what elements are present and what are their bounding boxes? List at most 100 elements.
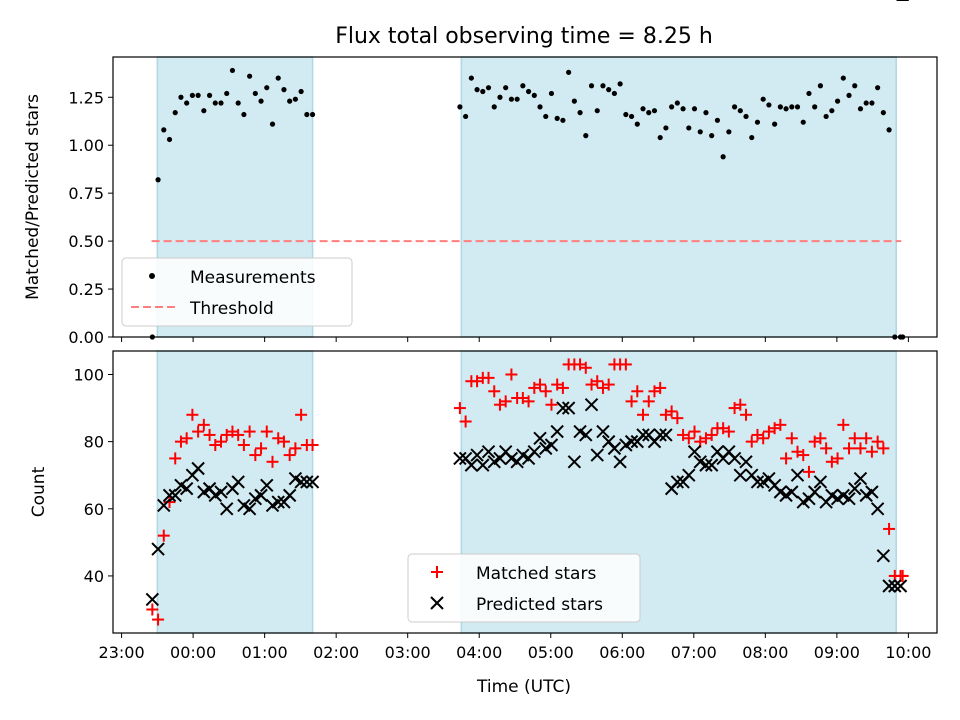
- measurement-point: [760, 96, 766, 102]
- measurement-point: [840, 75, 846, 81]
- matched-star-point: [860, 432, 873, 445]
- measurement-point: [789, 104, 795, 110]
- measurement-point: [497, 94, 503, 100]
- x-tick-label: 07:00: [671, 643, 717, 662]
- top-y-tick-label: 1.25: [68, 88, 104, 107]
- predicted-star-point: [214, 485, 228, 499]
- predicted-star-point: [848, 481, 862, 496]
- predicted-star-point: [882, 579, 896, 593]
- measurement-point: [206, 92, 213, 98]
- measurement-point: [594, 108, 600, 114]
- predicted-star-point: [613, 455, 627, 469]
- matched-star-point: [780, 452, 793, 465]
- predicted-star-point: [567, 455, 582, 469]
- matched-star-point: [642, 395, 655, 408]
- measurement-point: [304, 111, 310, 118]
- measurement-point: [829, 108, 835, 114]
- x-tick-label: 04:00: [456, 643, 502, 662]
- measurement-point: [292, 96, 298, 102]
- matched-star-point: [192, 425, 205, 438]
- measurement-point: [606, 87, 612, 93]
- matched-star-point: [283, 449, 296, 462]
- matched-star-point: [163, 496, 176, 509]
- predicted-star-point: [151, 542, 165, 556]
- matched-star-point: [740, 408, 753, 421]
- measurement-point: [543, 113, 549, 120]
- matched-star-point: [197, 418, 210, 431]
- x-tick-label: 00:00: [170, 643, 216, 662]
- measurement-point: [754, 119, 761, 125]
- predicted-star-point: [220, 502, 234, 516]
- bottom-y-tick-label: 100: [73, 366, 104, 385]
- measurement-point: [525, 88, 532, 95]
- measurement-point: [178, 94, 184, 100]
- measurement-point: [161, 127, 167, 133]
- matched-star-point: [260, 425, 273, 438]
- measurement-point: [485, 85, 492, 91]
- predicted-star-point: [750, 475, 765, 489]
- top-x-ticks: [121, 337, 909, 342]
- x-tick-label: 03:00: [385, 643, 431, 662]
- legend-matched-label: Matched stars: [476, 564, 596, 584]
- measurement-point: [309, 111, 316, 118]
- matched-star-point: [854, 442, 867, 455]
- matched-star-point: [545, 398, 558, 411]
- measurement-point: [611, 90, 618, 97]
- measurement-point: [623, 111, 629, 118]
- predicted-star-point: [727, 451, 742, 466]
- matched-star-point: [785, 432, 798, 445]
- matched-star-point: [215, 435, 228, 448]
- top-legend-box: [121, 257, 353, 327]
- measurement-point: [508, 96, 515, 102]
- matched-star-point: [295, 408, 308, 421]
- legend-predicted-marker: [430, 596, 444, 610]
- predicted-star-point: [842, 492, 856, 506]
- measurement-point: [857, 106, 864, 112]
- measurement-point: [247, 73, 253, 79]
- predicted-star-point: [162, 488, 177, 503]
- measurement-point: [634, 121, 640, 127]
- predicted-star-point: [579, 428, 593, 442]
- predicted-star-point: [179, 481, 194, 496]
- matched-star-point: [896, 569, 909, 582]
- x-tick-label: 01:00: [242, 643, 288, 662]
- predicted-star-point: [168, 488, 182, 503]
- bottom-y-tick-label: 60: [84, 500, 104, 519]
- legend-measurements-marker: [149, 273, 155, 279]
- matched-star-point: [625, 395, 638, 408]
- bottom-axes-frame: [112, 350, 938, 634]
- predicted-star-point: [282, 488, 297, 503]
- x-tick-label: 05:00: [528, 643, 574, 662]
- measurement-point: [229, 67, 236, 74]
- measurement-point: [663, 125, 669, 131]
- top-y-tick-label: 0.00: [68, 328, 104, 347]
- x-tick-label: 06:00: [599, 643, 645, 662]
- measurement-point: [777, 104, 783, 110]
- predicted-star-point: [254, 488, 268, 503]
- chart-title: Flux total observing time = 8.25 h: [335, 24, 713, 49]
- predicted-star-point: [470, 448, 484, 462]
- matched-star-point: [488, 385, 501, 398]
- matched-star-point: [237, 439, 250, 451]
- matched-star-point: [877, 442, 890, 455]
- measurement-point: [275, 75, 281, 81]
- predicted-star-point: [870, 502, 885, 516]
- predicted-star-point: [687, 445, 702, 459]
- predicted-star-point: [596, 424, 610, 439]
- measurement-point: [875, 85, 881, 91]
- predicted-star-point: [476, 458, 490, 472]
- legend-measurements-label: Measurements: [190, 268, 316, 288]
- measurement-point: [709, 133, 715, 139]
- matched-star-point: [665, 405, 678, 418]
- measurement-point: [737, 108, 743, 114]
- measurement-point: [800, 119, 806, 125]
- predicted-star-point: [481, 445, 496, 459]
- predicted-star-point: [300, 475, 314, 489]
- top-y-tick-label: 0.75: [68, 184, 104, 203]
- measurement-point: [281, 87, 287, 93]
- measurement-point: [155, 177, 161, 183]
- measurement-point: [600, 83, 606, 89]
- measurement-point: [514, 96, 520, 102]
- predicted-star-point: [865, 485, 879, 499]
- measurement-point: [166, 136, 173, 143]
